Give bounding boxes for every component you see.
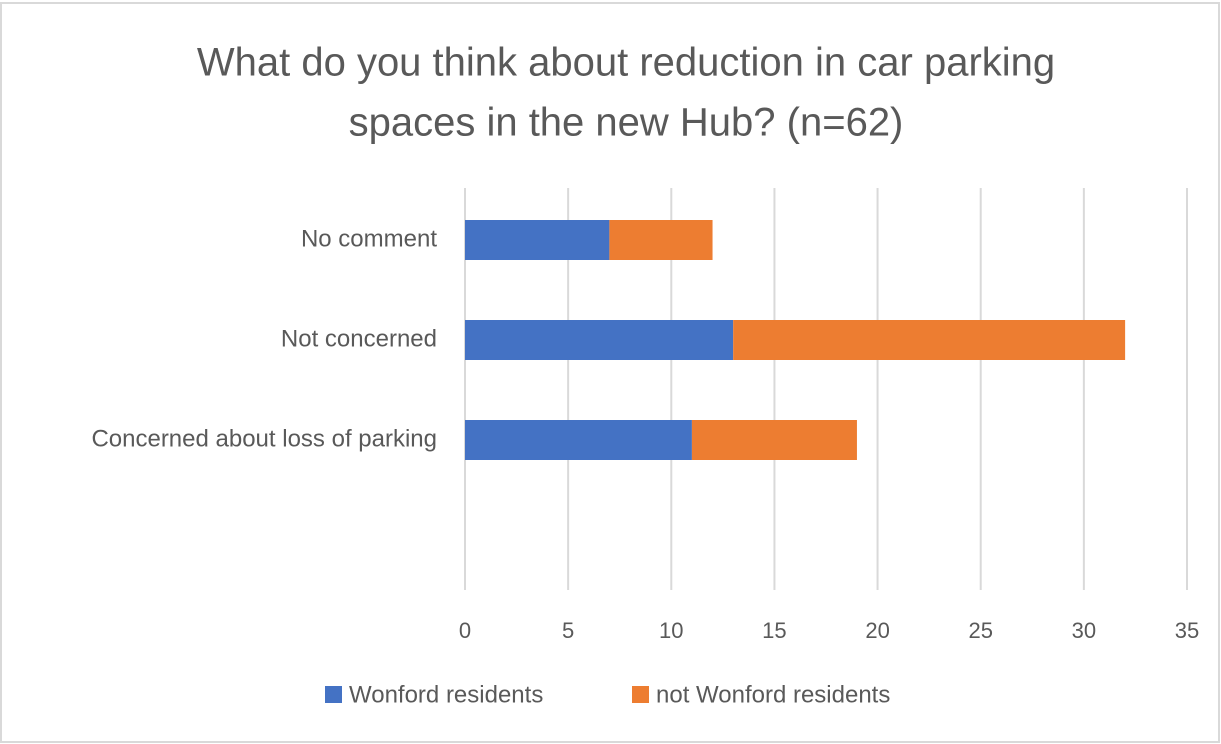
x-tick-label: 15	[762, 618, 786, 643]
y-tick-label: Concerned about loss of parking	[91, 425, 437, 452]
legend-swatch	[325, 686, 342, 703]
legend-label: Wonford residents	[349, 681, 543, 708]
x-tick-label: 25	[968, 618, 992, 643]
bar	[609, 220, 713, 260]
bar	[465, 420, 692, 460]
x-tick-label: 10	[659, 618, 683, 643]
legend-swatch	[632, 686, 649, 703]
bar	[465, 320, 734, 360]
bar	[733, 320, 1126, 360]
legend-label: not Wonford residents	[656, 681, 890, 708]
x-tick-label: 0	[459, 618, 471, 643]
y-tick-label: Not concerned	[281, 325, 437, 352]
x-tick-label: 20	[865, 618, 889, 643]
x-tick-label: 5	[562, 618, 574, 643]
x-tick-label: 30	[1072, 618, 1096, 643]
bar	[691, 420, 857, 460]
chart-title: What do you think about reduction in car…	[197, 41, 1055, 85]
chart-title: spaces in the new Hub? (n=62)	[349, 101, 904, 145]
bar	[465, 220, 610, 260]
y-tick-label: No comment	[301, 225, 437, 252]
x-tick-label: 35	[1175, 618, 1199, 643]
